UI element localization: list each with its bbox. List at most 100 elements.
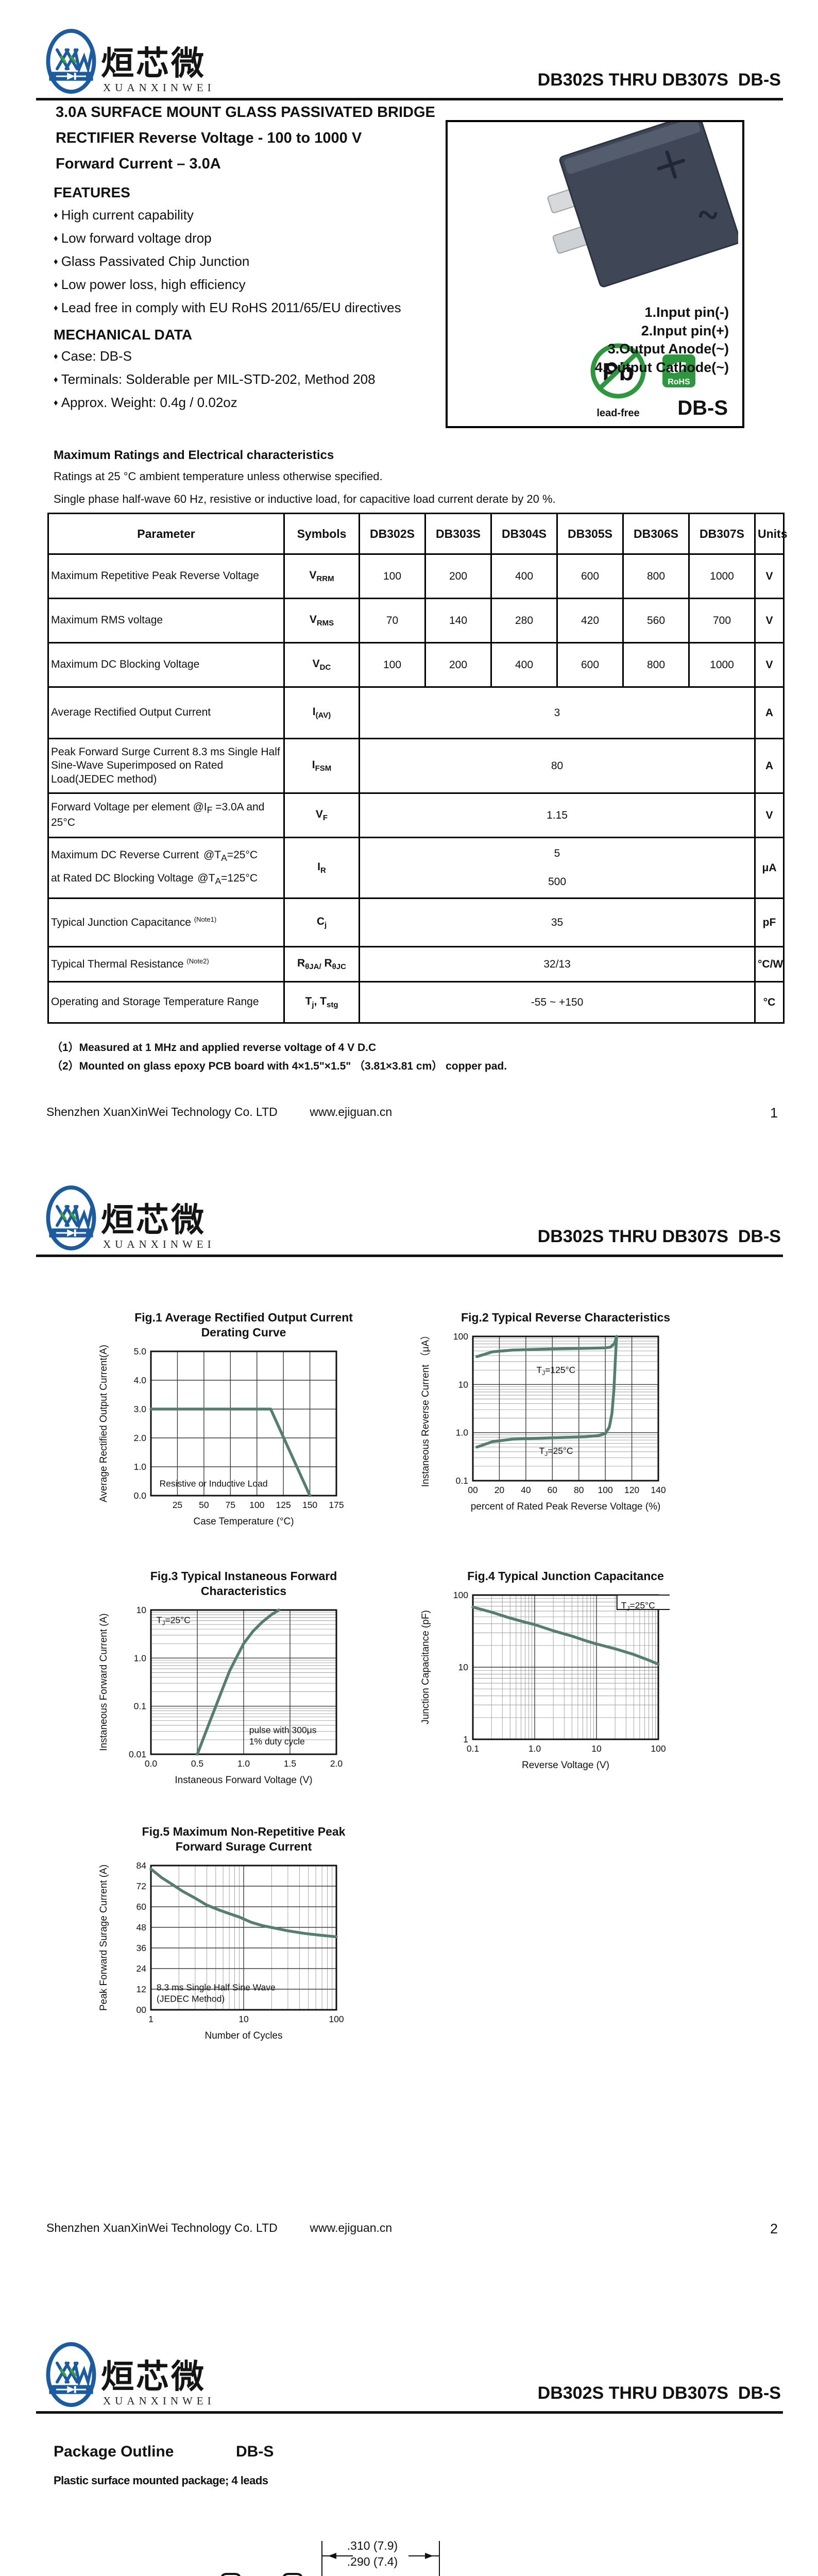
- parameter-cell: Maximum RMS voltage: [47, 598, 285, 643]
- unit-cell: A: [754, 738, 785, 794]
- svg-text:TJ=25°C: TJ=25°C: [621, 1600, 655, 1612]
- symbol-cell: Cj: [283, 897, 360, 947]
- footer-website: www.ejiguan.cn: [310, 2221, 393, 2234]
- value-cell: 800: [622, 642, 690, 688]
- note-2: （2）Mounted on glass epoxy PCB board with…: [52, 1060, 507, 1072]
- value-cell: 600: [556, 553, 624, 599]
- svg-text:10: 10: [137, 1605, 147, 1615]
- column-header: Units: [754, 513, 788, 555]
- svg-text:100: 100: [249, 1500, 264, 1510]
- svg-text:TJ=25°C: TJ=25°C: [157, 1615, 191, 1626]
- symbol-cell: VRRM: [283, 553, 360, 599]
- series-TJ=25°C: [196, 1608, 281, 1756]
- figure-title: Fig.1 Average Rectified Output Current De…: [134, 1311, 353, 1339]
- symbol-cell: Tj, Tstg: [283, 981, 360, 1024]
- svg-text:150: 150: [302, 1500, 317, 1510]
- chart-svg: 0.1 1.0 10 100 1 10 100 Reverse Voltage (V) Junc…: [420, 1590, 670, 1771]
- table-row: Maximum DC Reverse Current @TA=25°C at Rat…: [47, 837, 785, 899]
- svg-text:2.0: 2.0: [134, 1433, 147, 1443]
- figure-2: Fig.2 Typical Reverse Characteristics 00 2…: [412, 1310, 731, 1519]
- brand-name-en: XUANXINWEI: [103, 1238, 215, 1250]
- chart-svg: 00 20 40 60 80 100 120 140 0.1 1.0 10 100 percent of…: [420, 1330, 666, 1512]
- column-header: Parameter: [47, 513, 285, 555]
- svg-text:0.01: 0.01: [129, 1749, 146, 1759]
- package-outline-package: DB-S: [236, 2443, 274, 2460]
- svg-text:1.0: 1.0: [134, 1462, 147, 1472]
- svg-text:60: 60: [137, 1902, 147, 1912]
- table-row: Operating and Storage Temperature Range T…: [47, 981, 785, 1024]
- svg-text:00: 00: [468, 1485, 478, 1495]
- svg-text:TJ=125°C: TJ=125°C: [536, 1365, 575, 1377]
- package-outline-title: Package Outline: [54, 2443, 174, 2460]
- svg-text:1.5: 1.5: [284, 1758, 296, 1769]
- svg-text:175: 175: [329, 1500, 344, 1510]
- footer-company: Shenzhen XuanXinWei Technology Co. LTD: [46, 2221, 278, 2234]
- unit-cell: V: [754, 792, 785, 838]
- series-TJ=25°C: [471, 1605, 660, 1666]
- dim-value: .290 (7.4): [347, 2555, 398, 2568]
- page-3: 烜芯微 XUANXINWEI DB302S THRU DB307S DB-S P…: [0, 2313, 818, 2576]
- table-row: Forward Voltage per element @IF =3.0A an…: [47, 792, 785, 838]
- header-rule: [36, 1255, 783, 1257]
- figure-title: Fig.3 Typical Instaneous Forward Characte…: [150, 1569, 337, 1598]
- package-label: DB-S: [677, 397, 728, 419]
- svg-text:40: 40: [521, 1485, 531, 1495]
- svg-text:RoHS: RoHS: [668, 378, 690, 386]
- chart-svg: 25 50 75 100 125 150 175 0.0 1.0 2.0 3.0 4.0 5.0 Case…: [98, 1345, 344, 1527]
- list-item: 4.Output Cathode(~): [594, 359, 729, 375]
- column-header: DB307S: [688, 513, 756, 555]
- svg-text:75: 75: [226, 1500, 235, 1510]
- brand-name-cn: 烜芯微: [101, 45, 206, 82]
- svg-text:60: 60: [548, 1485, 558, 1495]
- svg-text:1.0: 1.0: [456, 1427, 469, 1437]
- list-item: 1.Input pin(-): [644, 304, 729, 320]
- chip-image: [547, 122, 738, 287]
- table-row: Average Rectified Output Current I(AV) 3 A: [47, 686, 785, 739]
- svg-text:4.0: 4.0: [134, 1375, 147, 1385]
- page-number: 2: [770, 2221, 778, 2236]
- unit-cell: V: [754, 598, 785, 643]
- unit-cell: °C: [754, 981, 785, 1024]
- dim-value: .310 (7.9): [347, 2539, 398, 2552]
- svg-text:24: 24: [137, 1963, 147, 1974]
- svg-text:5.0: 5.0: [134, 1346, 147, 1357]
- value-cell: 100: [359, 553, 426, 599]
- mechanical-data-list: ♦ Case: DB-S ♦ Terminals: Solderable per MI…: [54, 348, 376, 418]
- svg-text:Instaneous Forward Current (A): Instaneous Forward Current (A): [98, 1613, 109, 1751]
- svg-text:Case Temperature (°C): Case Temperature (°C): [193, 1516, 294, 1527]
- svg-text:1.0: 1.0: [529, 1743, 541, 1754]
- dimension-label: .310 (7.9) .290 (7.4): [334, 2540, 411, 2572]
- mechanical-data-title: MECHANICAL DATA: [54, 327, 193, 343]
- parameter-cell: Peak Forward Surge Current 8.3 ms Single…: [47, 738, 285, 794]
- svg-text:8.3 ms Single Half Sine Wave: 8.3 ms Single Half Sine Wave: [157, 1982, 276, 1992]
- product-headline: 3.0A SURFACE MOUNT GLASS PASSIVATED BRID…: [56, 105, 435, 182]
- figure-title: Fig.4 Typical Junction Capacitance: [467, 1569, 664, 1583]
- figure-5: Fig.5 Maximum Non-Repetitive Peak Forward…: [90, 1824, 410, 2048]
- svg-text:percent of Rated Peak Reverse: percent of Rated Peak Reverse Voltage (%…: [471, 1501, 661, 1512]
- value-cell: 100: [359, 642, 426, 688]
- ratings-condition-1: Ratings at 25 °C ambient temperature unl…: [54, 470, 383, 483]
- value-cell: 200: [424, 553, 492, 599]
- symbol-cell: IFSM: [283, 738, 360, 794]
- value-cell: 1000: [688, 642, 756, 688]
- page-footer: Shenzhen XuanXinWei Technology Co. LTD w…: [46, 2221, 782, 2237]
- list-item: ♦ Lead free in comply with EU RoHS 2011/6…: [54, 300, 401, 315]
- list-item: ♦ Terminals: Solderable per MIL-STD-202, …: [54, 371, 376, 387]
- symbol-cell: VF: [283, 792, 360, 838]
- column-header: DB303S: [424, 513, 492, 555]
- svg-text:20: 20: [495, 1485, 505, 1495]
- doc-title: DB302S THRU DB307S DB-S: [537, 2383, 781, 2403]
- value-cell: 420: [556, 598, 624, 643]
- svg-text:84: 84: [137, 1860, 147, 1871]
- svg-text:100: 100: [453, 1331, 468, 1342]
- table-row: Typical Thermal Resistance (Note2) RθJA/ …: [47, 946, 785, 982]
- series-TJ=125°C: [475, 1335, 618, 1358]
- value-cell: 70: [359, 598, 426, 643]
- table-row: Maximum RMS voltage VRMS 70 140 280 420 560 700…: [47, 598, 785, 643]
- value-cell: 560: [622, 598, 690, 643]
- list-item: ♦ Glass Passivated Chip Junction: [54, 253, 250, 269]
- headline-line1: 3.0A SURFACE MOUNT GLASS PASSIVATED BRID…: [56, 104, 435, 121]
- svg-text:100: 100: [329, 2014, 344, 2024]
- value-cell: 5 500: [359, 837, 756, 899]
- profile-drawing: [321, 2541, 440, 2576]
